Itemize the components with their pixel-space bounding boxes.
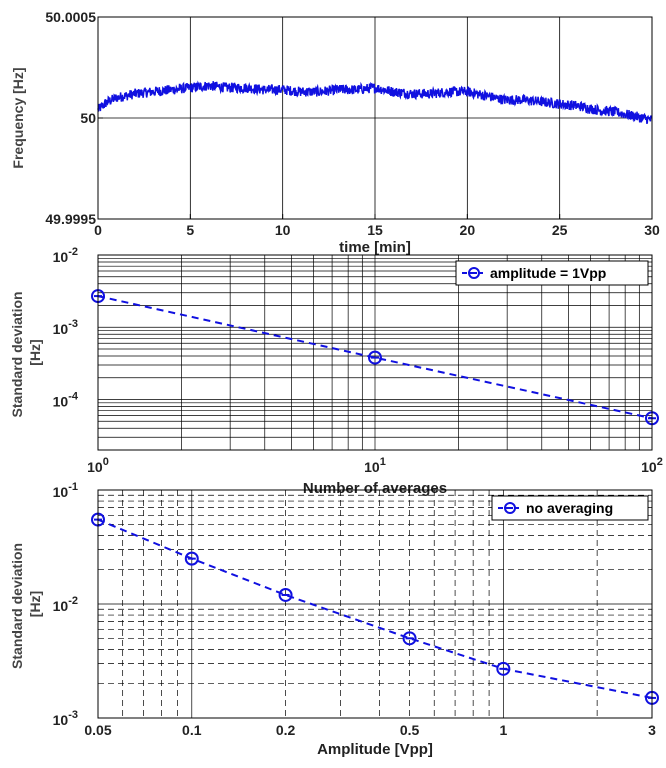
frequency-x-tick-label: 15 bbox=[367, 222, 383, 238]
amplitude-panel: 0.05 0.1 0.2 0.5 1 3 10-110-210-3 Amplitude [… bbox=[9, 481, 659, 758]
averages-x-tick-base: 10 bbox=[364, 459, 380, 475]
averages-legend-marker bbox=[468, 267, 480, 279]
amplitude-y-tick-label: 10-2 bbox=[53, 595, 78, 614]
averages-y-tick-base: 10 bbox=[53, 249, 69, 265]
averages-x-tick-label: 102 bbox=[641, 456, 663, 475]
averages-panel: 100 101 102 10-210-310-4 Number of average… bbox=[9, 246, 663, 497]
amplitude-y-tick-exp: -1 bbox=[68, 481, 78, 493]
amplitude-legend-marker bbox=[504, 502, 516, 514]
amplitude-legend: no averaging bbox=[491, 495, 649, 521]
averages-legend: amplitude = 1Vpp bbox=[455, 260, 649, 286]
averages-x-axis-label: Number of averages bbox=[303, 480, 447, 497]
amplitude-x-axis-label: Amplitude [Vpp] bbox=[317, 741, 433, 758]
frequency-x-tick-label: 30 bbox=[644, 222, 660, 238]
amplitude-axes-frame bbox=[97, 489, 653, 719]
amplitude-y-ticks: 10-110-210-3 bbox=[53, 481, 78, 728]
frequency-x-tick-label: 25 bbox=[552, 222, 568, 238]
amplitude-series-line bbox=[97, 518, 653, 699]
amplitude-y-tick-base: 10 bbox=[53, 712, 69, 728]
frequency-x-tick-label: 5 bbox=[186, 222, 194, 238]
averages-y-tick-label: 10-2 bbox=[53, 246, 78, 265]
averages-y-tick-label: 10-4 bbox=[53, 390, 79, 409]
averages-x-tick-exp: 0 bbox=[103, 456, 109, 468]
amplitude-x-tick-label: 3 bbox=[648, 722, 656, 738]
amplitude-y-tick-base: 10 bbox=[53, 484, 69, 500]
averages-axes-frame bbox=[97, 254, 653, 451]
amplitude-data-point bbox=[402, 631, 417, 646]
averages-grid bbox=[98, 255, 652, 450]
averages-legend-label: amplitude = 1Vpp bbox=[490, 265, 606, 281]
averages-x-tick-label: 101 bbox=[364, 456, 386, 475]
averages-x-tick-label: 100 bbox=[87, 456, 109, 475]
averages-data-point bbox=[368, 350, 382, 365]
averages-y-tick-exp: -2 bbox=[68, 246, 78, 258]
amplitude-y-tick-exp: -2 bbox=[68, 595, 78, 607]
amplitude-grid bbox=[98, 490, 652, 718]
amplitude-x-ticks: 0.05 0.1 0.2 0.5 1 3 bbox=[84, 722, 656, 738]
averages-y-ticks: 10-210-310-4 bbox=[53, 246, 79, 409]
frequency-grid bbox=[98, 17, 652, 219]
frequency-y-tick-label: 49.9995 bbox=[45, 211, 96, 227]
averages-y-tick-label: 10-3 bbox=[53, 318, 78, 337]
averages-y-label-line2: [Hz] bbox=[27, 339, 43, 365]
averages-y-tick-base: 10 bbox=[53, 393, 69, 409]
averages-x-tick-base: 10 bbox=[641, 459, 657, 475]
amplitude-x-tick-label: 0.05 bbox=[84, 722, 111, 738]
amplitude-x-tick-label: 0.2 bbox=[276, 722, 296, 738]
frequency-y-tick-label: 50.0005 bbox=[45, 9, 96, 25]
frequency-panel: 0 5 10 15 20 25 30 49.9995 50 50.0005 time [min]… bbox=[10, 9, 660, 256]
averages-y-tick-exp: -4 bbox=[68, 390, 79, 402]
averages-x-tick-base: 10 bbox=[87, 459, 103, 475]
amplitude-y-tick-label: 10-3 bbox=[53, 709, 78, 728]
averages-y-tick-base: 10 bbox=[53, 321, 69, 337]
frequency-x-tick-label: 10 bbox=[275, 222, 291, 238]
frequency-x-axis-label: time [min] bbox=[339, 239, 411, 256]
amplitude-x-tick-label: 0.1 bbox=[182, 722, 202, 738]
averages-legend-box bbox=[455, 260, 649, 286]
averages-x-ticks: 100 101 102 bbox=[87, 456, 663, 475]
amplitude-markers bbox=[91, 512, 659, 705]
averages-y-axis-label: Standard deviation [Hz] bbox=[9, 288, 43, 418]
frequency-y-ticks: 49.9995 50 50.0005 bbox=[45, 9, 103, 227]
amplitude-data-point bbox=[184, 551, 199, 566]
amplitude-y-label-line2: [Hz] bbox=[27, 591, 43, 617]
amplitude-y-axis-label: Standard deviation [Hz] bbox=[9, 539, 43, 669]
frequency-y-tick-label: 50 bbox=[80, 110, 96, 126]
averages-y-label-line1: Standard deviation bbox=[9, 291, 25, 417]
amplitude-legend-label: no averaging bbox=[526, 500, 613, 516]
amplitude-x-tick-label: 0.5 bbox=[400, 722, 420, 738]
amplitude-data-point bbox=[278, 587, 293, 602]
averages-series-line bbox=[97, 295, 653, 420]
frequency-y-axis-label: Frequency [Hz] bbox=[10, 67, 26, 168]
amplitude-data-point bbox=[496, 661, 511, 676]
frequency-x-ticks: 0 5 10 15 20 25 30 bbox=[94, 214, 660, 238]
averages-x-tick-exp: 2 bbox=[657, 456, 663, 468]
averages-x-tick-exp: 1 bbox=[380, 456, 386, 468]
amplitude-x-tick-label: 1 bbox=[499, 722, 507, 738]
frequency-x-tick-label: 20 bbox=[460, 222, 476, 238]
amplitude-y-tick-base: 10 bbox=[53, 598, 69, 614]
amplitude-y-label-line1: Standard deviation bbox=[9, 543, 25, 669]
averages-y-tick-exp: -3 bbox=[68, 318, 78, 330]
amplitude-y-tick-label: 10-1 bbox=[53, 481, 78, 500]
frequency-trace bbox=[97, 80, 652, 125]
amplitude-y-tick-exp: -3 bbox=[68, 709, 78, 721]
frequency-x-tick-label: 0 bbox=[94, 222, 102, 238]
